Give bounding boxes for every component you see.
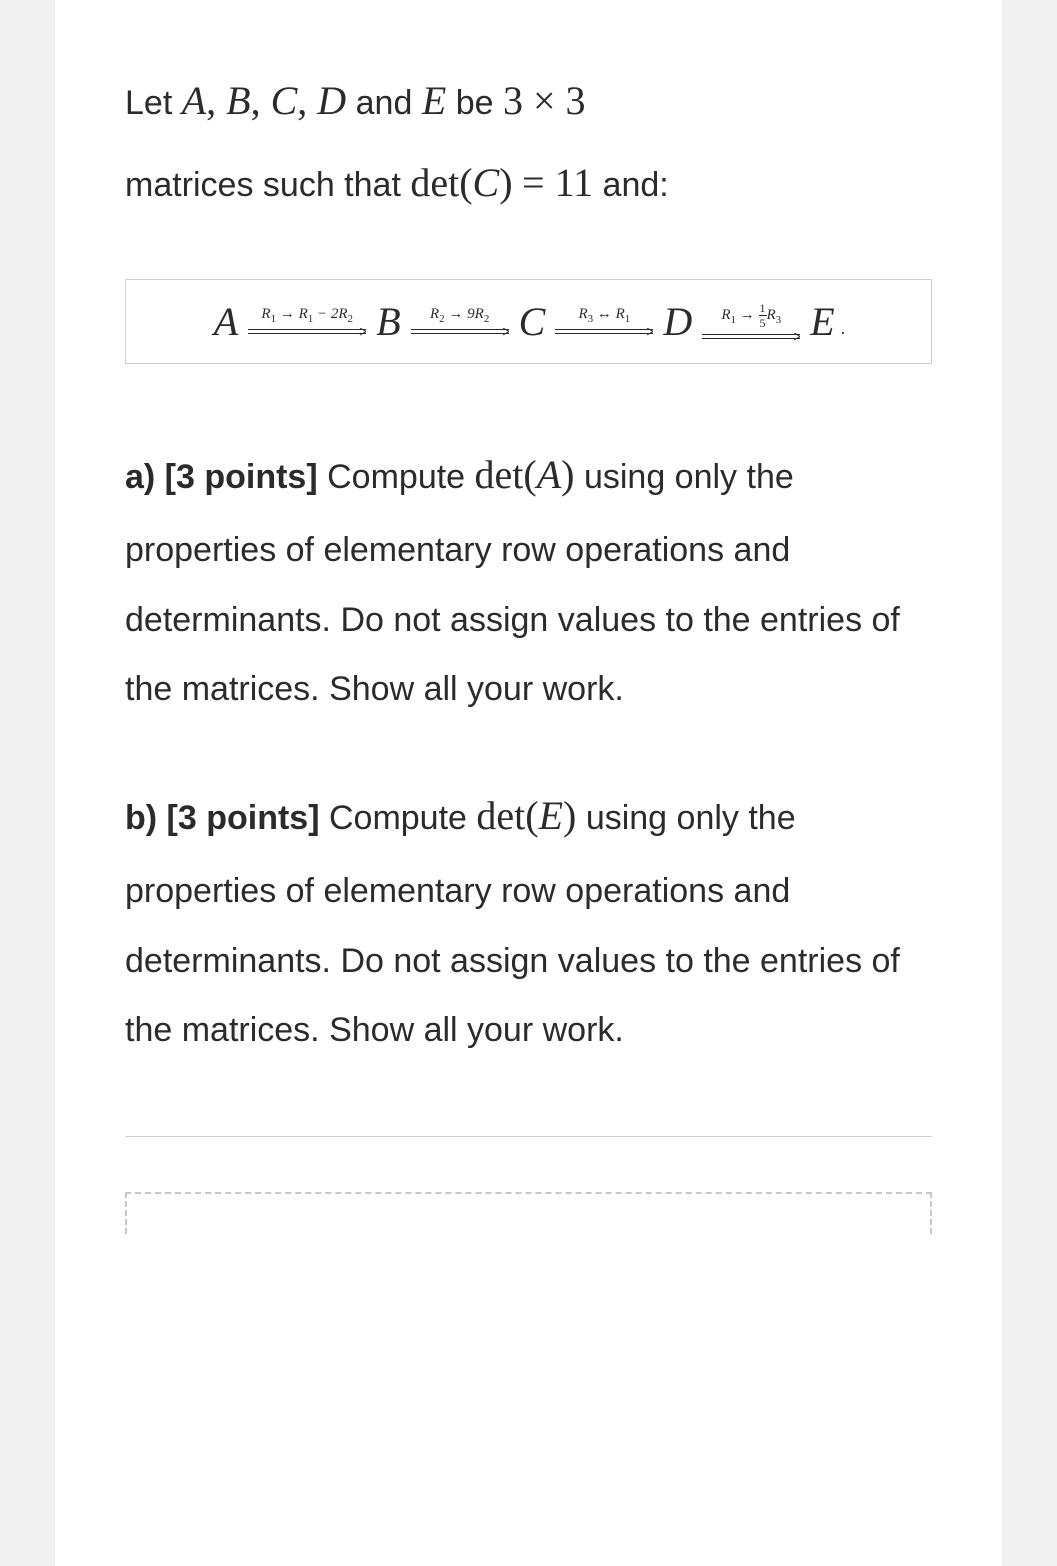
double-arrow-icon: [702, 333, 800, 341]
page: Let A, B, C, D and E be 3 × 3 matrices s…: [0, 0, 1057, 1566]
op3-label: R3 ↔ R1: [578, 307, 630, 325]
part-a-text1: Compute: [327, 458, 474, 496]
intro-be: be: [456, 84, 503, 122]
intro-let: Let: [125, 84, 182, 122]
chain-E: E: [808, 298, 836, 345]
part-a-det: det: [475, 452, 524, 497]
op4-left: R1 →: [721, 307, 758, 323]
row-operation-chain: A R1 → R1 − 2R2: [212, 298, 845, 345]
chain-period: .: [841, 318, 846, 345]
part-a: a) [3 points] Compute det(A) using only …: [125, 434, 932, 725]
separator: [125, 1136, 932, 1137]
intro-and: and: [356, 84, 422, 122]
chain-A: A: [212, 298, 240, 345]
eq-sign: =: [522, 160, 555, 205]
matrix-A: A: [182, 78, 206, 123]
matrix-D: D: [317, 78, 346, 123]
arrow-3: R3 ↔ R1: [551, 307, 657, 336]
answer-box[interactable]: [125, 1192, 932, 1234]
part-b-text1: Compute: [329, 799, 476, 837]
part-a-label: a) [3 points]: [125, 458, 318, 496]
det-label: det: [410, 160, 459, 205]
part-b-det: det: [476, 793, 525, 838]
part-b: b) [3 points] Compute det(E) using only …: [125, 775, 932, 1066]
part-a-det-arg: A: [537, 452, 561, 497]
double-arrow-icon: [411, 328, 509, 336]
arrow-4: R1 → 15R3: [698, 303, 804, 341]
chain-D: D: [661, 298, 694, 345]
chain-B: B: [374, 298, 402, 345]
matrix-E: E: [422, 78, 446, 123]
frac-num: 1: [759, 302, 767, 316]
part-b-det-arg: E: [539, 793, 563, 838]
double-arrow-icon: [555, 328, 653, 336]
op4-label: R1 → 15R3: [721, 303, 781, 330]
op4-right: R3: [767, 307, 782, 323]
intro-line2a: matrices such that: [125, 166, 410, 204]
arrow-2: R2 → 9R2: [407, 307, 513, 336]
op2-label: R2 → 9R2: [430, 307, 489, 325]
intro-line2b: and:: [603, 166, 669, 204]
fraction-icon: 15: [759, 302, 767, 329]
frac-den: 5: [760, 316, 766, 329]
op1-label: R1 → R1 − 2R2: [261, 307, 353, 325]
content-sheet: Let A, B, C, D and E be 3 × 3 matrices s…: [55, 0, 1002, 1566]
problem-intro: Let A, B, C, D and E be 3 × 3 matrices s…: [125, 60, 932, 224]
double-arrow-icon: [248, 328, 366, 336]
matrix-B: B: [226, 78, 250, 123]
part-b-label: b) [3 points]: [125, 799, 320, 837]
chain-C: C: [517, 298, 548, 345]
arrow-1: R1 → R1 − 2R2: [244, 307, 370, 336]
row-operation-box: A R1 → R1 − 2R2: [125, 279, 932, 364]
matrix-dim: 3 × 3: [503, 78, 586, 123]
det-arg-C: C: [473, 160, 500, 205]
det-val: 11: [555, 160, 594, 205]
matrix-C: C: [271, 78, 298, 123]
question-parts: a) [3 points] Compute det(A) using only …: [125, 434, 932, 1066]
